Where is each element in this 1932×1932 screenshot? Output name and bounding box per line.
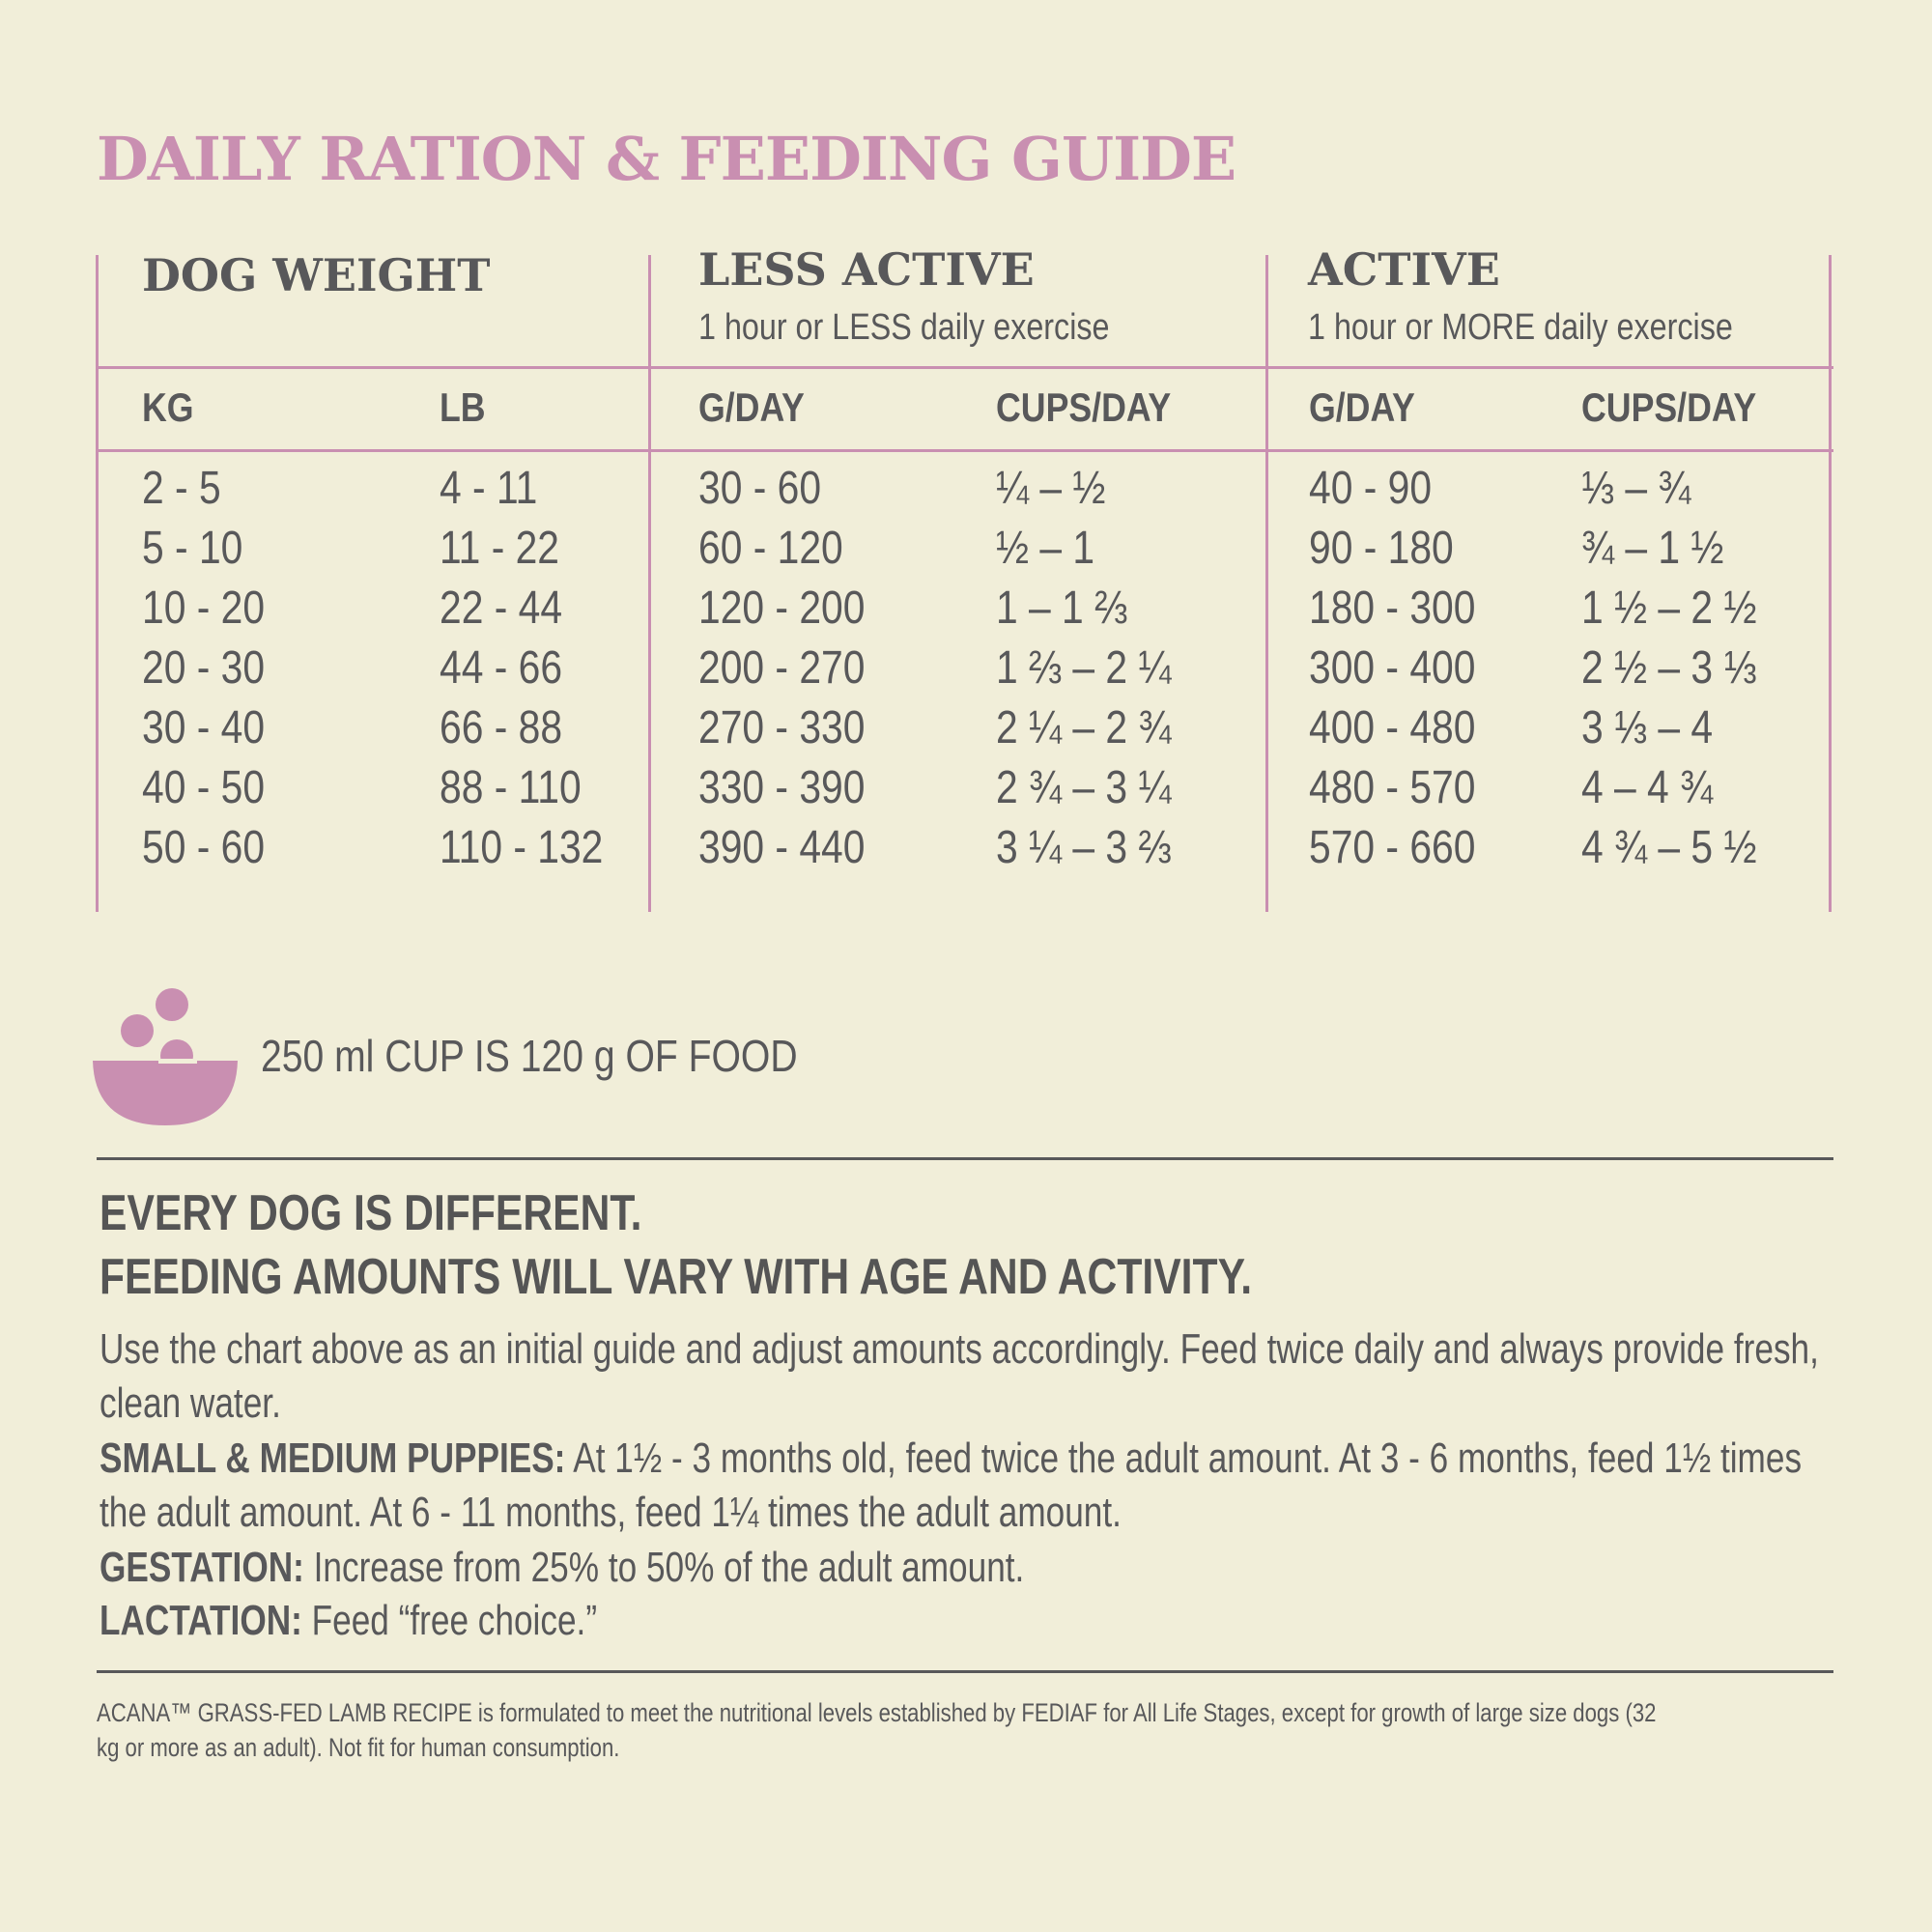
- table-cell: 2 ¾ – 3 ¼: [996, 762, 1172, 813]
- headline-line-1: EVERY DOG IS DIFFERENT.: [99, 1185, 642, 1241]
- divider: [97, 1670, 1833, 1673]
- table-cell: 570 - 660: [1309, 822, 1476, 873]
- group-subtitle-less-active: 1 hour or LESS daily exercise: [698, 307, 1110, 348]
- table-cell: 400 - 480: [1309, 702, 1476, 753]
- table-cell: 1 – 1 ⅔: [996, 582, 1128, 634]
- headline-line-2: FEEDING AMOUNTS WILL VARY WITH AGE AND A…: [99, 1249, 1253, 1305]
- table-cell: 2 ¼ – 2 ¾: [996, 702, 1172, 753]
- table-cell: 30 - 40: [142, 702, 266, 753]
- puppies-line-2: the adult amount. At 6 - 11 months, feed…: [99, 1489, 1122, 1536]
- table-cell: 4 – 4 ¾: [1581, 762, 1714, 813]
- cup-conversion-note: 250 ml CUP IS 120 g OF FOOD: [261, 1031, 798, 1081]
- puppies-text: At 1½ - 3 months old, feed twice the adu…: [565, 1435, 1803, 1482]
- gestation-label: GESTATION:: [99, 1544, 304, 1591]
- table-cell: 480 - 570: [1309, 762, 1476, 813]
- table-cell: 3 ⅓ – 4: [1581, 702, 1714, 753]
- table-cell: 270 - 330: [698, 702, 866, 753]
- table-cell: 44 - 66: [440, 642, 563, 694]
- table-cell: 2 - 5: [142, 463, 221, 514]
- table-cell: 300 - 400: [1309, 642, 1476, 694]
- table-cell: 40 - 90: [1309, 463, 1433, 514]
- lactation-label: LACTATION:: [99, 1597, 302, 1644]
- table-cell: 40 - 50: [142, 762, 266, 813]
- puppies-label: SMALL & MEDIUM PUPPIES:: [99, 1435, 566, 1482]
- table-divider: [97, 449, 1833, 452]
- table-cell: 2 ½ – 3 ⅓: [1581, 642, 1757, 694]
- table-cell: 4 - 11: [440, 463, 538, 514]
- table-divider: [97, 366, 1833, 369]
- group-header-less-active: LESS ACTIVE: [698, 243, 1035, 296]
- table-cell: 1 ⅔ – 2 ¼: [996, 642, 1172, 694]
- table-cell: 88 - 110: [440, 762, 582, 813]
- table-cell: 5 - 10: [142, 523, 243, 574]
- lactation-line: LACTATION: Feed “free choice.”: [99, 1597, 597, 1645]
- table-cell: 22 - 44: [440, 582, 563, 634]
- divider: [97, 1157, 1833, 1160]
- table-cell: 30 - 60: [698, 463, 822, 514]
- table-cell: ⅓ – ¾: [1581, 463, 1691, 514]
- table-divider: [1265, 255, 1268, 912]
- food-bowl-icon: [91, 985, 240, 1130]
- table-divider: [96, 255, 99, 912]
- column-header: G/DAY: [1309, 384, 1415, 430]
- table-cell: 110 - 132: [440, 822, 604, 873]
- column-header: G/DAY: [698, 384, 805, 430]
- group-header-dog-weight: DOG WEIGHT: [142, 249, 491, 301]
- column-header: CUPS/DAY: [1581, 384, 1757, 430]
- table-cell: 66 - 88: [440, 702, 563, 753]
- table-cell: 390 - 440: [698, 822, 866, 873]
- body-intro-2: clean water.: [99, 1379, 281, 1427]
- gestation-line: GESTATION: Increase from 25% to 50% of t…: [99, 1544, 1024, 1592]
- table-cell: 180 - 300: [1309, 582, 1476, 634]
- table-cell: 330 - 390: [698, 762, 866, 813]
- group-subtitle-active: 1 hour or MORE daily exercise: [1308, 307, 1733, 348]
- page-title: DAILY RATION & FEEDING GUIDE: [97, 124, 1236, 194]
- footnote-line-1: ACANA™ GRASS-FED LAMB RECIPE is formulat…: [97, 1698, 1657, 1727]
- gestation-text: Increase from 25% to 50% of the adult am…: [303, 1544, 1025, 1591]
- table-cell: 10 - 20: [142, 582, 266, 634]
- table-cell: ¾ – 1 ½: [1581, 523, 1724, 574]
- table-cell: 3 ¼ – 3 ⅔: [996, 822, 1172, 873]
- column-header: CUPS/DAY: [996, 384, 1172, 430]
- table-cell: ¼ – ½: [996, 463, 1106, 514]
- table-cell: 11 - 22: [440, 523, 559, 574]
- table-cell: 20 - 30: [142, 642, 266, 694]
- table-cell: 4 ¾ – 5 ½: [1581, 822, 1757, 873]
- lactation-text: Feed “free choice.”: [301, 1597, 598, 1644]
- table-divider: [1829, 255, 1832, 912]
- table-cell: 120 - 200: [698, 582, 866, 634]
- table-cell: 1 ½ – 2 ½: [1581, 582, 1757, 634]
- body-intro-1: Use the chart above as an initial guide …: [99, 1325, 1819, 1373]
- table-cell: 90 - 180: [1309, 523, 1454, 574]
- footnote-line-2: kg or more as an adult). Not fit for hum…: [97, 1733, 620, 1762]
- table-cell: 60 - 120: [698, 523, 843, 574]
- table-cell: ½ – 1: [996, 523, 1095, 574]
- table-divider: [648, 255, 651, 912]
- table-cell: 50 - 60: [142, 822, 266, 873]
- puppies-line-1: SMALL & MEDIUM PUPPIES: At 1½ - 3 months…: [99, 1435, 1802, 1483]
- column-header: KG: [142, 384, 194, 430]
- column-header: LB: [440, 384, 486, 430]
- table-cell: 200 - 270: [698, 642, 866, 694]
- group-header-active: ACTIVE: [1308, 243, 1500, 296]
